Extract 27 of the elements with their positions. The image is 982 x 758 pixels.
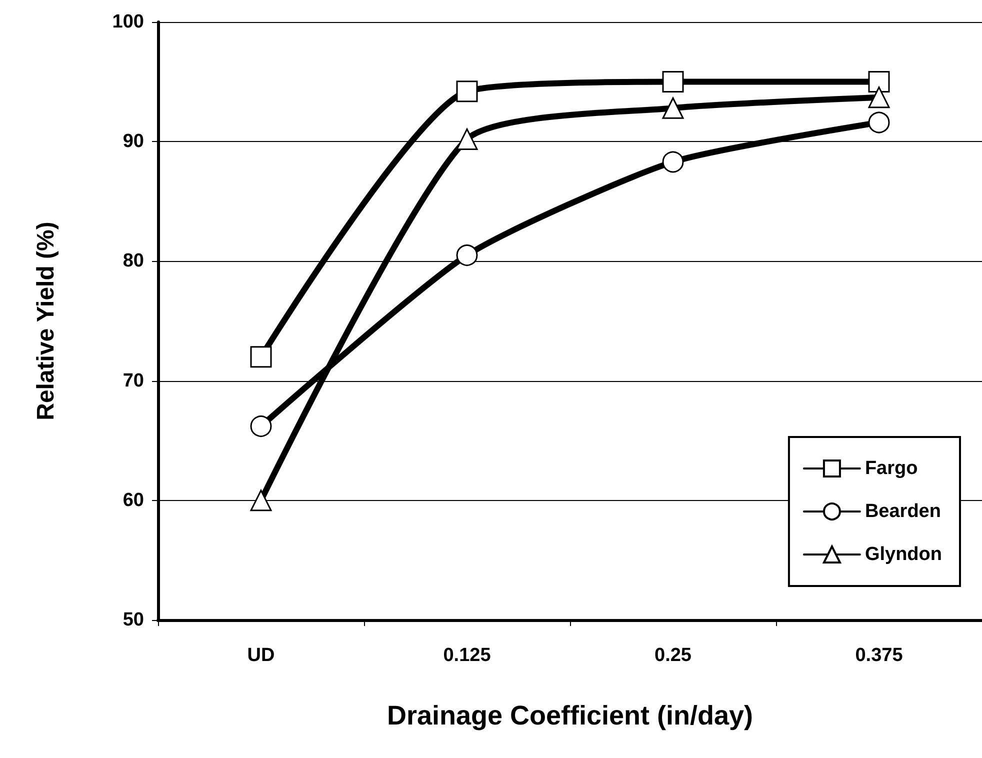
x-tick-label: 0.375: [855, 645, 904, 666]
x-tick-label: 0.125: [443, 645, 492, 666]
point: [868, 86, 890, 108]
legend-label: Fargo: [864, 458, 918, 479]
y-tick-label: 70: [122, 370, 144, 392]
y-axis-title: Relative Yield (%): [32, 222, 60, 420]
x-axis-title: Drainage Coefficient (in/day): [386, 700, 754, 730]
point: [662, 71, 684, 93]
point: [662, 97, 684, 119]
point: [456, 244, 478, 266]
y-tick-label: 60: [122, 490, 144, 511]
point: [868, 112, 890, 134]
point: [456, 80, 478, 102]
point: [250, 346, 272, 368]
point: [250, 490, 272, 512]
legend-label: Glyndon: [864, 544, 942, 565]
y-tick-label: 80: [122, 250, 144, 272]
y-tick-label: 100: [112, 12, 144, 32]
point: [662, 151, 684, 173]
x-tick-label: 0.25: [654, 645, 692, 666]
point: [250, 416, 272, 437]
y-tick-label: 90: [122, 131, 144, 152]
x-tick-label: UD: [247, 645, 275, 666]
point: [868, 71, 890, 93]
legend-label: Bearden: [864, 501, 941, 522]
point: [456, 128, 478, 150]
y-tick-label: 50: [122, 610, 144, 630]
